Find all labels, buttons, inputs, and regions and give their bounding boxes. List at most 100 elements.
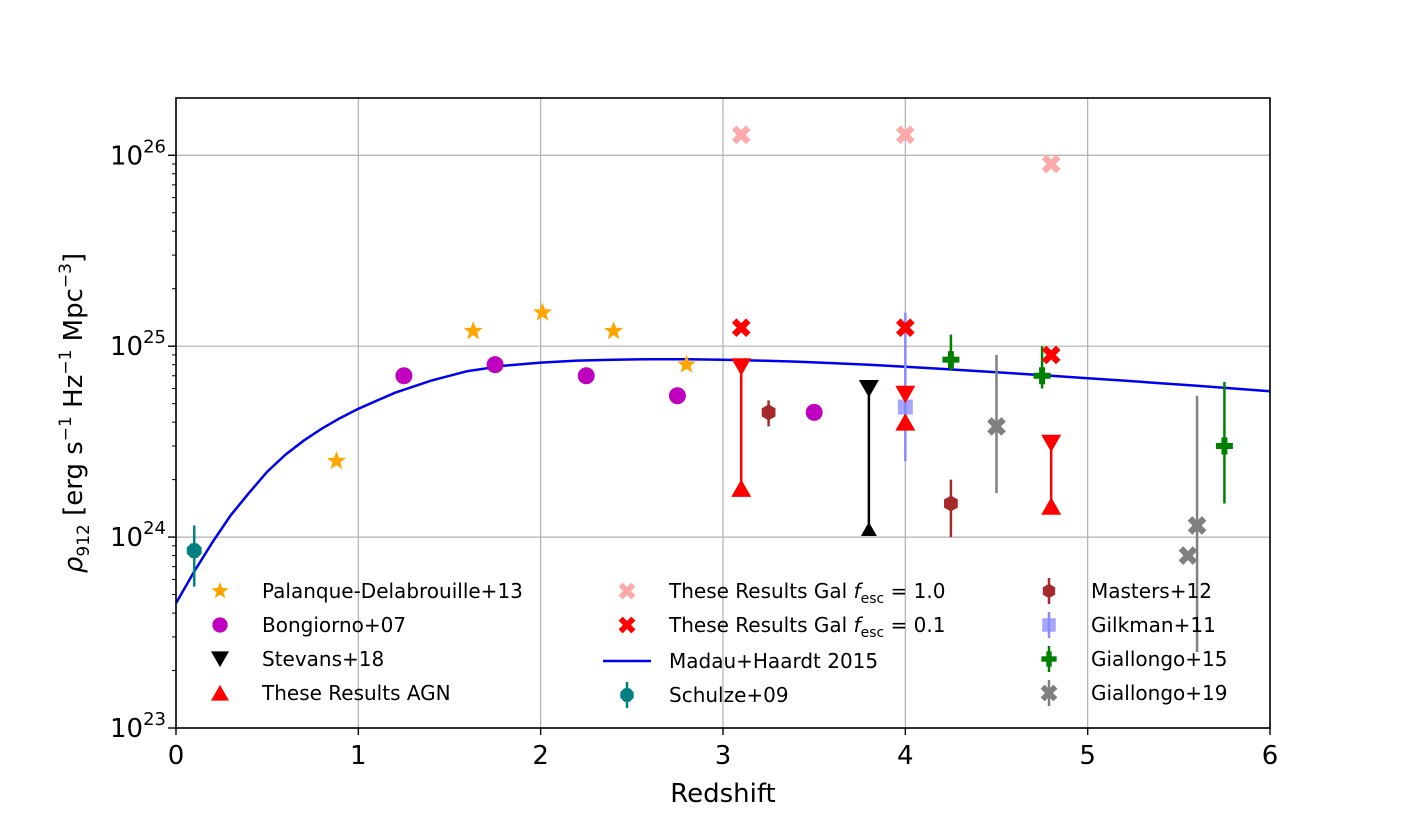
- legend-label-gilkman: Gilkman+11: [1091, 613, 1216, 637]
- legend-bongiorno: Bongiorno+07: [212, 613, 406, 637]
- x-tick-label: 1: [350, 741, 367, 771]
- legend-symbol: [211, 651, 229, 668]
- bongiorno-point: [577, 367, 595, 385]
- legend-agn: These Results AGN: [211, 681, 451, 705]
- x-tick-label: 5: [1079, 741, 1096, 771]
- legend-marker-square: [1042, 612, 1056, 638]
- legend-masters: Masters+12: [1042, 578, 1212, 604]
- palanque-point: [604, 321, 624, 340]
- bongiorno-point: [668, 387, 686, 405]
- giallongo15-point: [1215, 437, 1233, 455]
- gal-fesc-01-point-bar: [731, 318, 751, 338]
- giallongo19-point-bar: [1178, 546, 1198, 565]
- legend-giallongo15: Giallongo+15: [1041, 646, 1227, 672]
- legend-marker-plus: [1041, 646, 1057, 672]
- data-markers: [186, 125, 1233, 565]
- legend-symbol-bar: [1046, 651, 1052, 667]
- gal-fesc-1-point-bar: [1041, 154, 1061, 174]
- bongiorno-point: [395, 367, 413, 385]
- legend-symbol: [1042, 583, 1056, 599]
- agn-upper-point: [1041, 434, 1062, 453]
- legend-symbol-bar: [1040, 684, 1058, 702]
- palanque-point: [533, 302, 552, 321]
- x-tick-label: 0: [168, 741, 185, 771]
- legend-label-giallongo19: Giallongo+19: [1091, 681, 1227, 705]
- giallongo19-point: [1187, 516, 1207, 535]
- x-tick-label: 2: [532, 741, 549, 771]
- agn-point: [895, 413, 916, 431]
- legend-symbol-bar: [618, 582, 636, 600]
- x-tick-label: 6: [1262, 741, 1279, 771]
- legend-madau: Madau+Haardt 2015: [603, 649, 878, 673]
- giallongo15-point-bar: [947, 351, 954, 369]
- masters-point: [944, 495, 958, 512]
- legend-marker-triangle-down: [211, 651, 229, 668]
- y-tick-label: 1025: [110, 327, 166, 362]
- gal-fesc-01-point: [731, 318, 751, 338]
- giallongo19-point-bar: [987, 417, 1006, 436]
- legend-symbol: [211, 582, 229, 599]
- legend-label-giallongo15: Giallongo+15: [1091, 647, 1227, 671]
- y-tick-label: 1023: [110, 709, 166, 744]
- legend-stevans: Stevans+18: [211, 647, 384, 671]
- gal-fesc-1-point: [895, 125, 915, 145]
- gal-fesc-1-point: [1041, 154, 1061, 174]
- legend-marker-star: [211, 582, 229, 599]
- giallongo15-point-bar: [1039, 367, 1046, 385]
- gal-fesc-01-point-bar: [1041, 345, 1061, 365]
- legend-symbol: [618, 616, 636, 634]
- legend-marker-hexagon: [1042, 578, 1056, 604]
- legend-marker-octagon: [620, 682, 634, 708]
- agn-point: [731, 479, 752, 497]
- legend-label-stevans: Stevans+18: [262, 647, 384, 671]
- palanque-point: [463, 321, 483, 340]
- legend-marker-x-light: [618, 582, 636, 600]
- madau-haardt-curve-layer: [174, 357, 1271, 604]
- x-axis-label: Redshift: [670, 779, 776, 809]
- agn-point: [1041, 497, 1062, 515]
- giallongo15-point: [1033, 367, 1051, 385]
- stevans-lower-point: [860, 521, 877, 536]
- axis-ticks: 0 1 2 3 4 5 6 1023 1024 1025 1026: [110, 136, 1278, 771]
- legend-symbol: [212, 617, 228, 633]
- legend-label-madau: Madau+Haardt 2015: [669, 649, 878, 673]
- giallongo19-point: [1178, 546, 1198, 565]
- bongiorno-point: [486, 356, 504, 374]
- legend-palanque: Palanque-Delabrouille+13: [211, 579, 523, 603]
- stevans-point: [858, 380, 879, 398]
- bongiorno-point: [805, 403, 823, 421]
- legend: Palanque-Delabrouille+13 Bongiorno+07 St…: [211, 578, 1227, 708]
- legend-label-bongiorno: Bongiorno+07: [262, 613, 406, 637]
- gal-fesc-01-point-bar: [895, 318, 915, 338]
- gal-fesc-01-point: [1041, 345, 1061, 365]
- madau-haardt-curve: [174, 357, 1271, 604]
- giallongo19-point: [987, 417, 1006, 436]
- legend-schulze: Schulze+09: [620, 682, 789, 708]
- legend-gal-fesc-1: These Results Gal fesc = 1.0: [618, 579, 945, 607]
- legend-symbol: [620, 688, 634, 702]
- y-tick-label: 1024: [110, 518, 166, 553]
- gilkman-point: [897, 399, 913, 415]
- gal-fesc-01-point: [895, 318, 915, 338]
- y-axis-label: ρ912 [erg s−1 Hz−1 Mpc−3]: [56, 253, 94, 573]
- legend-marker-circle: [212, 617, 228, 633]
- x-tick-label: 4: [897, 741, 914, 771]
- giallongo19-point-bar: [1187, 516, 1207, 535]
- legend-gilkman: Gilkman+11: [1042, 612, 1216, 638]
- y-tick-label: 1026: [110, 136, 166, 171]
- legend-gal-fesc-01: These Results Gal fesc = 0.1: [618, 613, 945, 641]
- legend-symbol-bar: [618, 616, 636, 634]
- legend-label-gal-fesc-01: These Results Gal fesc = 0.1: [668, 613, 945, 641]
- legend-label-agn: These Results AGN: [261, 681, 451, 705]
- legend-label-gal-fesc-1: These Results Gal fesc = 1.0: [668, 579, 945, 607]
- legend-marker-triangle-up: [211, 684, 229, 701]
- giallongo15-point: [942, 351, 960, 369]
- legend-label-palanque: Palanque-Delabrouille+13: [262, 579, 523, 603]
- agn-upper-point: [895, 385, 916, 404]
- palanque-point: [677, 354, 696, 373]
- masters-point: [761, 404, 776, 421]
- legend-giallongo19: Giallongo+19: [1040, 680, 1227, 706]
- gal-fesc-1-point: [731, 125, 751, 145]
- legend-symbol: [1040, 684, 1058, 702]
